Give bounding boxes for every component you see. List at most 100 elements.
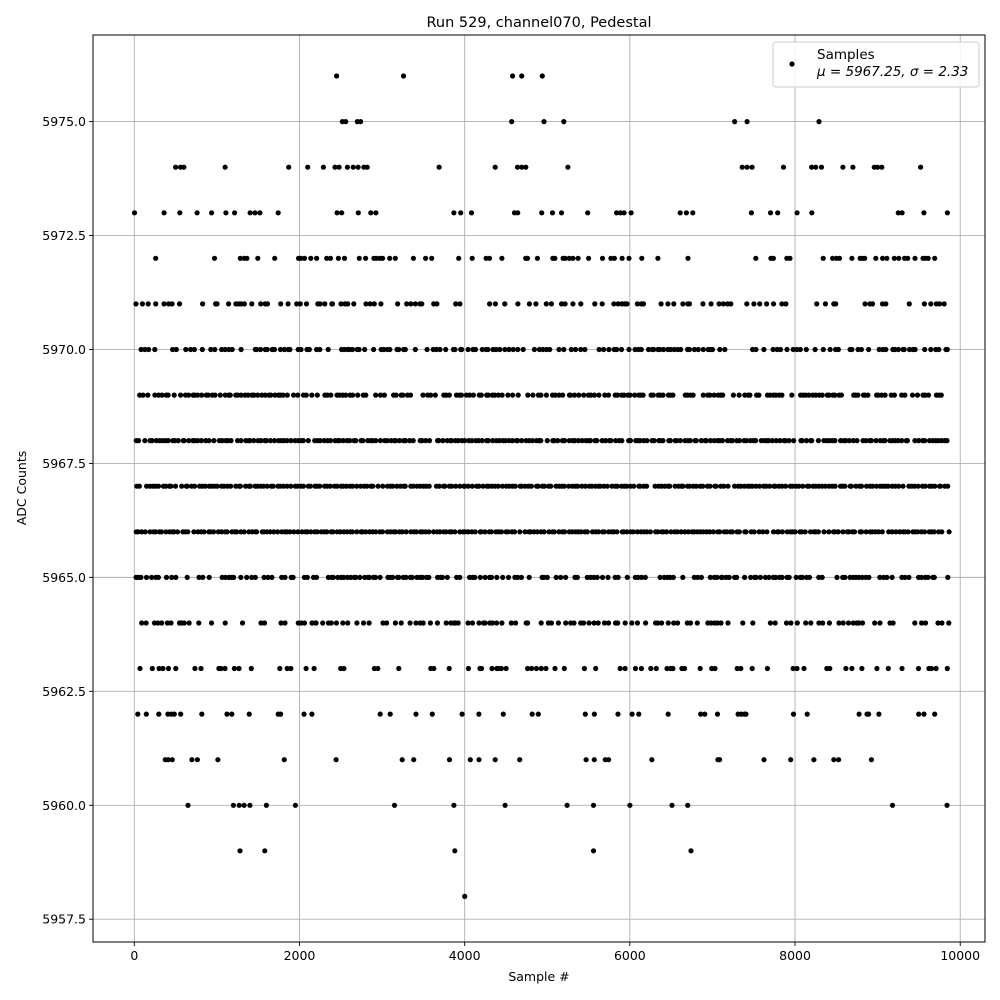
data-point	[366, 574, 372, 581]
data-point	[757, 483, 763, 489]
data-point	[413, 711, 419, 717]
data-point	[153, 301, 159, 307]
data-point	[747, 392, 753, 398]
data-point	[571, 392, 578, 398]
data-point	[856, 711, 862, 717]
data-point	[343, 392, 349, 398]
data-point	[624, 301, 630, 307]
data-point	[373, 392, 379, 398]
data-point	[686, 346, 693, 353]
data-point	[831, 757, 837, 763]
data-point	[783, 483, 789, 489]
data-point	[868, 438, 874, 444]
data-point	[314, 255, 320, 261]
data-point	[171, 711, 177, 717]
data-point	[301, 711, 307, 717]
y-tick-label: 5960.0	[42, 798, 86, 813]
data-point	[657, 574, 663, 581]
data-point	[877, 574, 883, 581]
data-point	[506, 346, 512, 353]
data-point	[497, 346, 503, 353]
data-point	[905, 529, 911, 535]
data-point	[391, 802, 398, 808]
data-point	[472, 346, 479, 353]
data-point	[327, 438, 334, 444]
data-point	[510, 346, 516, 353]
data-point	[278, 620, 284, 626]
data-point	[272, 255, 278, 261]
data-point	[872, 620, 878, 626]
data-point	[787, 255, 793, 261]
data-point	[808, 620, 814, 626]
data-point	[803, 346, 809, 353]
data-point	[558, 301, 565, 307]
data-point	[515, 392, 521, 398]
data-point	[579, 438, 585, 444]
data-point	[772, 483, 778, 489]
data-point	[939, 620, 945, 626]
data-point	[671, 301, 677, 307]
data-point	[678, 529, 684, 535]
data-point	[605, 574, 611, 581]
data-point	[482, 574, 488, 581]
data-point	[744, 438, 750, 444]
data-point	[409, 574, 415, 581]
data-point	[890, 620, 896, 626]
data-point	[685, 802, 691, 808]
data-point	[371, 301, 377, 307]
data-point	[615, 301, 621, 307]
data-point	[247, 483, 253, 489]
data-point	[918, 574, 925, 581]
data-point	[311, 665, 317, 672]
data-point	[859, 665, 865, 672]
data-point	[512, 483, 518, 489]
data-point	[214, 483, 220, 489]
data-point	[152, 392, 158, 398]
data-point	[883, 346, 889, 353]
data-point	[638, 574, 645, 581]
data-point	[674, 529, 680, 535]
data-point	[152, 346, 158, 353]
data-point	[301, 620, 308, 626]
data-point	[827, 346, 833, 353]
data-point	[896, 255, 902, 261]
data-point	[518, 574, 525, 581]
data-point	[713, 483, 719, 489]
data-point	[330, 529, 336, 535]
data-point	[336, 164, 342, 170]
data-point	[254, 346, 260, 353]
data-point	[488, 529, 494, 535]
data-point	[767, 210, 774, 216]
data-point	[761, 346, 767, 353]
data-point	[373, 529, 379, 535]
data-point	[770, 346, 776, 353]
data-point	[618, 346, 625, 353]
data-point	[524, 255, 531, 261]
data-point	[945, 483, 951, 489]
data-point	[895, 210, 901, 216]
data-point	[429, 255, 435, 261]
data-point	[468, 210, 475, 216]
data-point	[717, 529, 723, 535]
data-point	[707, 529, 713, 535]
data-point	[799, 574, 805, 581]
data-point	[803, 620, 809, 626]
data-point	[317, 346, 323, 353]
data-point	[912, 620, 918, 626]
data-point	[163, 574, 170, 581]
data-point	[767, 620, 774, 626]
data-point	[693, 438, 699, 444]
data-point	[846, 529, 852, 535]
data-point	[944, 438, 950, 444]
data-point	[156, 665, 162, 672]
data-point	[345, 301, 351, 307]
data-point	[834, 574, 840, 581]
data-point	[665, 620, 671, 626]
data-point	[291, 529, 297, 535]
data-point	[476, 483, 482, 489]
data-point	[249, 301, 255, 307]
data-point	[237, 255, 243, 261]
data-point	[255, 255, 261, 261]
data-point	[515, 301, 521, 307]
data-point	[902, 574, 908, 581]
